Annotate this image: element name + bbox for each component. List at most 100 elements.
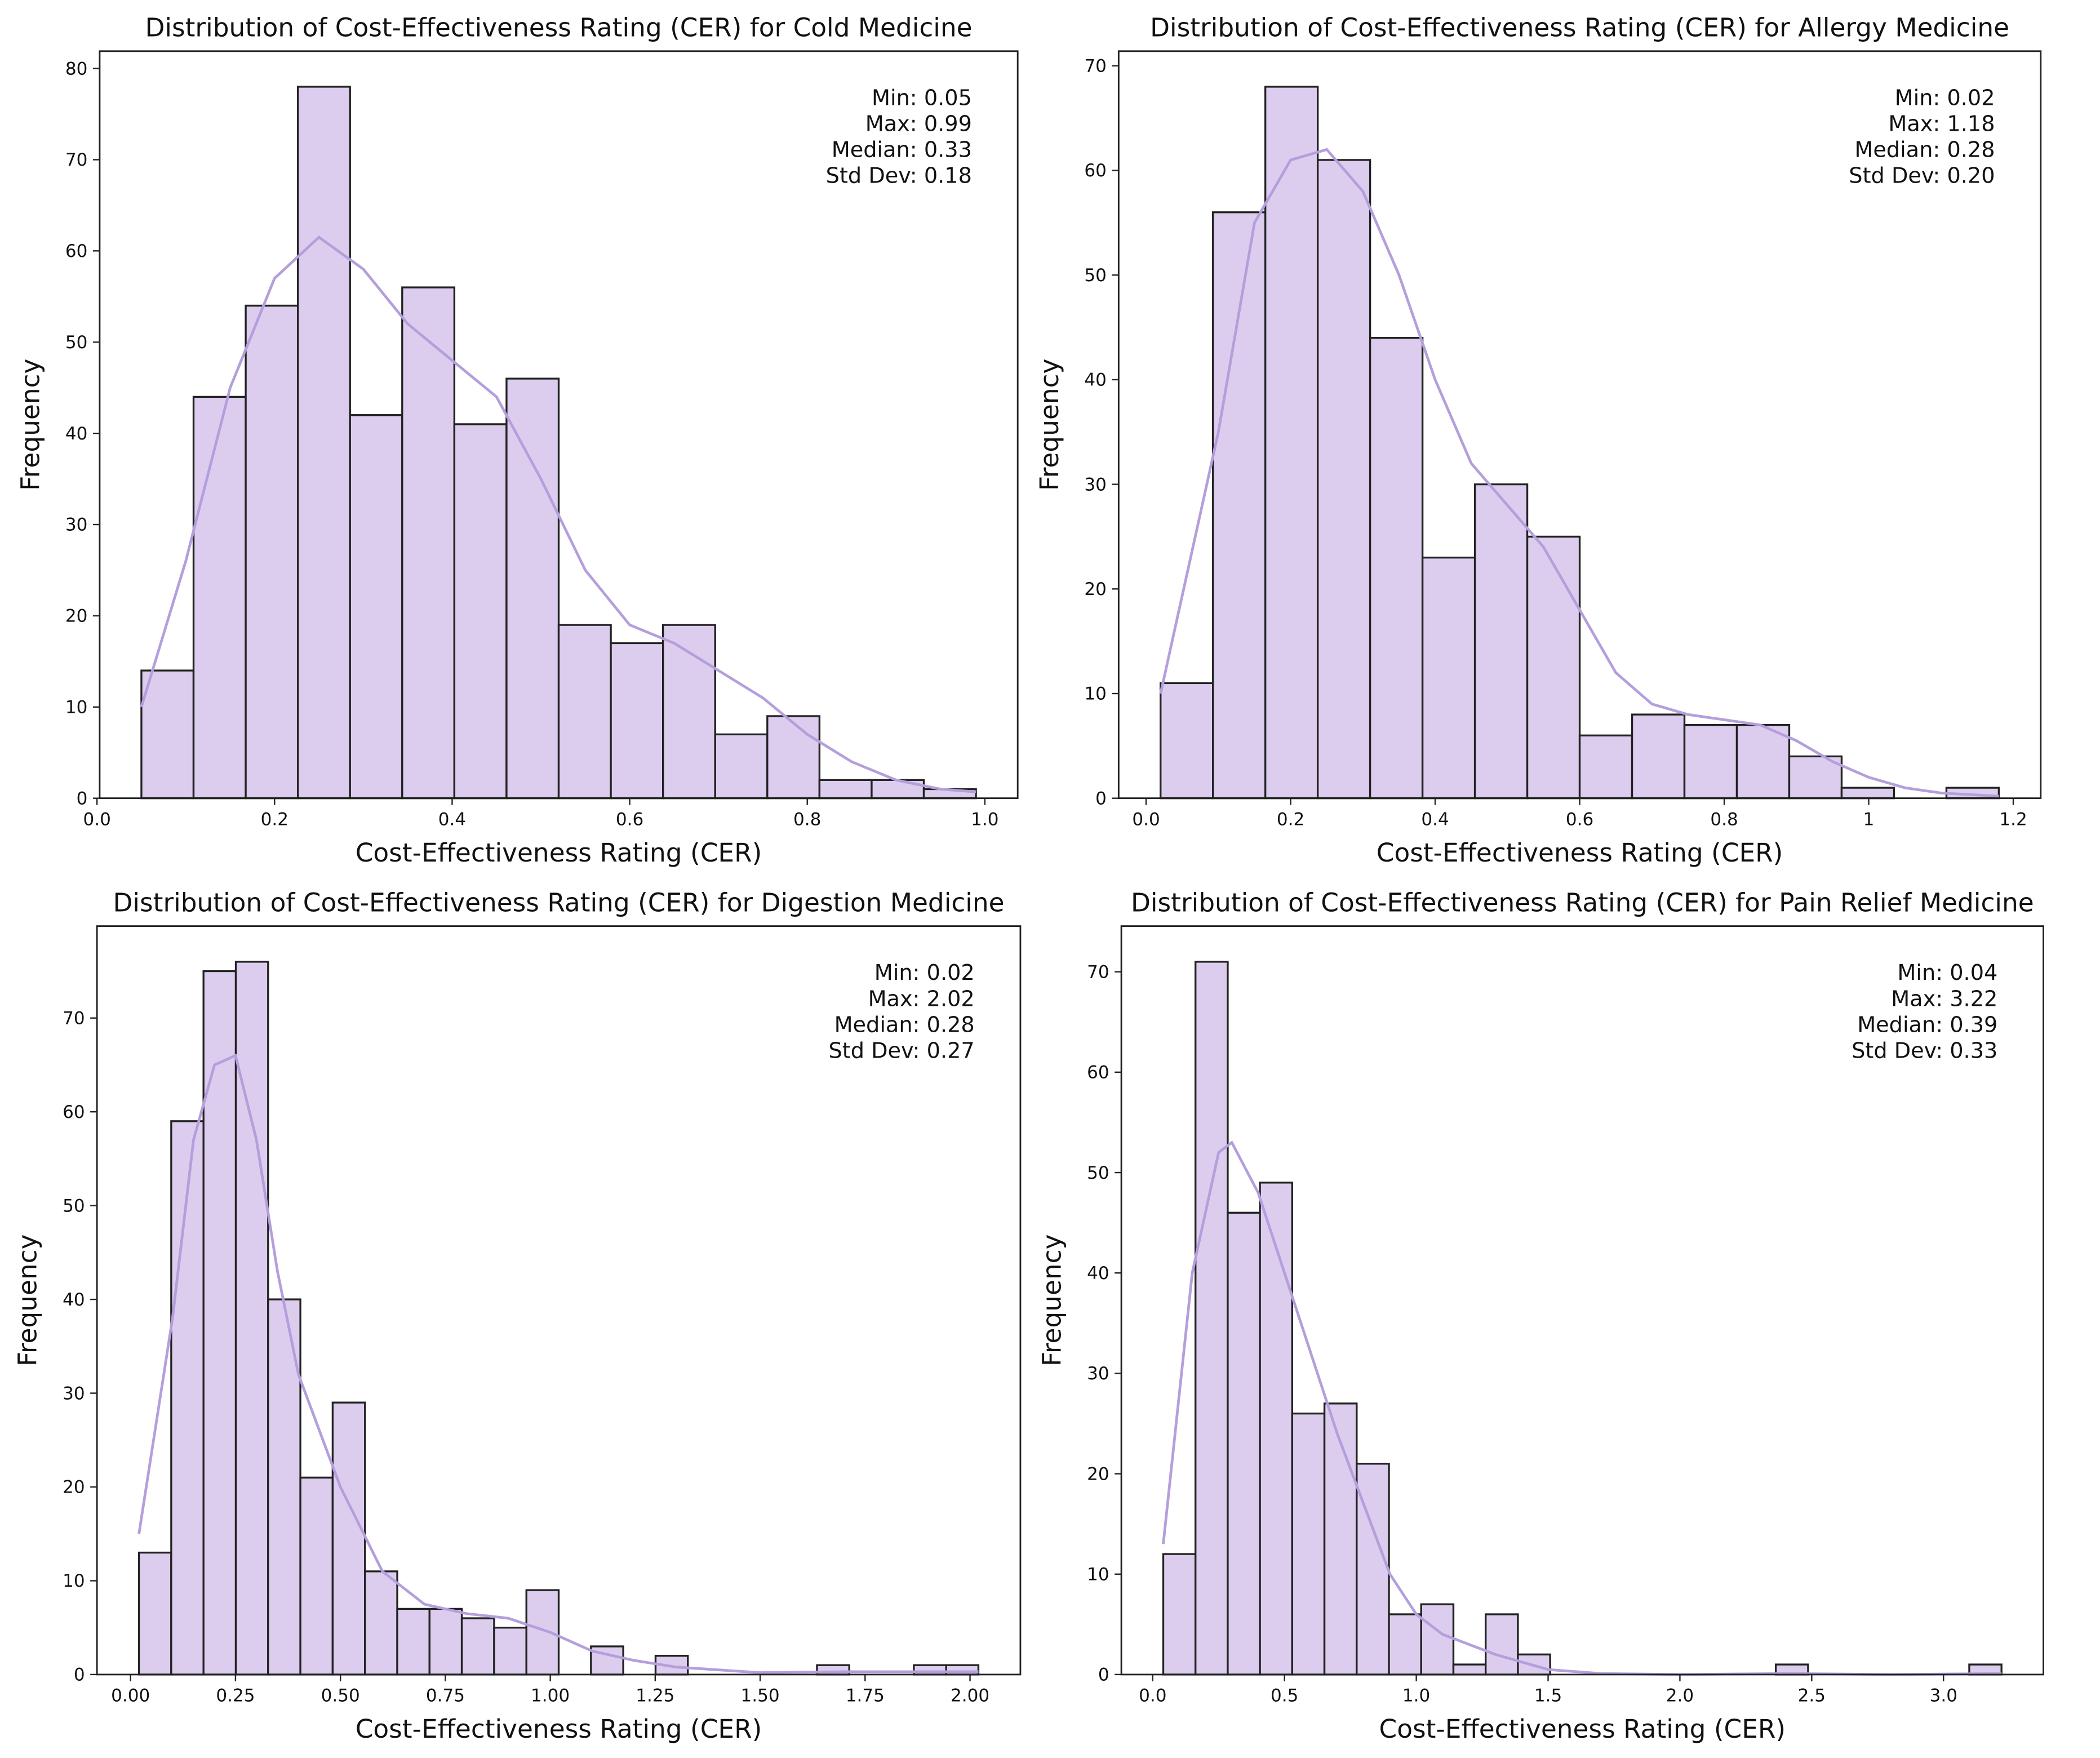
y-tick-label: 50 bbox=[65, 332, 88, 353]
bar bbox=[137, 1551, 172, 1676]
bar bbox=[1473, 483, 1529, 800]
bar bbox=[192, 396, 247, 800]
y-tick-label: 40 bbox=[1087, 1263, 1109, 1284]
y-tick-label: 0 bbox=[77, 788, 88, 809]
stats-annotation: Median: 0.33 bbox=[832, 138, 972, 163]
stats-annotation: Max: 0.99 bbox=[865, 112, 972, 136]
x-tick-label: 0.2 bbox=[1277, 809, 1304, 829]
stats-annotation: Median: 0.39 bbox=[1857, 1013, 1997, 1037]
y-tick-label: 0 bbox=[74, 1665, 85, 1685]
panel: 0.0 0.2 0.4 0.6 0.8 1.0 0 10 20 30 40 50 60 70 80 Distr… bbox=[15, 13, 1019, 868]
y-axis-label: Frequency bbox=[13, 1235, 43, 1366]
chart-title: Distribution of Cost-Effectiveness Ratin… bbox=[145, 13, 972, 43]
bar bbox=[364, 1570, 398, 1676]
bar bbox=[1683, 724, 1738, 800]
y-tick-label: 20 bbox=[1087, 1464, 1109, 1484]
bar bbox=[299, 1476, 334, 1676]
x-tick-label: 0.25 bbox=[216, 1686, 255, 1706]
x-tick-label: 1.00 bbox=[531, 1686, 570, 1706]
y-tick-label: 40 bbox=[1084, 370, 1107, 390]
x-axis-label: Cost-Effectiveness Rating (CER) bbox=[356, 838, 762, 868]
bar bbox=[945, 1664, 980, 1676]
stats-annotation: Max: 2.02 bbox=[868, 987, 975, 1011]
bar bbox=[818, 779, 873, 800]
bar bbox=[460, 1617, 495, 1676]
stats-annotation: Std Dev: 0.18 bbox=[826, 164, 972, 189]
bar bbox=[1420, 1603, 1455, 1676]
bar bbox=[1526, 535, 1581, 800]
bar bbox=[1840, 787, 1895, 800]
y-tick-label: 10 bbox=[65, 698, 88, 718]
x-tick-label: 0.50 bbox=[321, 1686, 360, 1706]
x-tick-label: 1 bbox=[1863, 809, 1875, 829]
bar bbox=[1264, 86, 1319, 800]
bar bbox=[1369, 336, 1424, 800]
x-tick-label: 1.0 bbox=[1402, 1686, 1430, 1706]
y-tick-label: 30 bbox=[1087, 1364, 1109, 1384]
bar bbox=[1316, 159, 1371, 800]
bar bbox=[1485, 1613, 1519, 1676]
stats-annotation: Min: 0.02 bbox=[1895, 86, 1995, 110]
x-tick-label: 1.75 bbox=[846, 1686, 885, 1706]
stats-annotation: Max: 1.18 bbox=[1888, 112, 1995, 136]
y-tick-label: 20 bbox=[1084, 579, 1107, 600]
y-tick-label: 60 bbox=[63, 1102, 85, 1122]
x-tick-label: 0.6 bbox=[1566, 809, 1593, 829]
y-axis-label: Frequency bbox=[15, 359, 45, 491]
x-axis-label: Cost-Effectiveness Rating (CER) bbox=[1379, 1714, 1786, 1744]
bar bbox=[913, 1664, 947, 1676]
panel: 0.0 0.2 0.4 0.6 0.8 1 1.2 0 10 20 30 40 50 60 70 Distri… bbox=[1035, 13, 2042, 868]
bar bbox=[1195, 961, 1229, 1676]
y-tick-label: 70 bbox=[63, 1008, 85, 1028]
bar bbox=[396, 1608, 430, 1676]
y-tick-label: 20 bbox=[65, 606, 88, 627]
plot-frame bbox=[1120, 925, 2044, 1676]
bar bbox=[610, 642, 664, 800]
chart-title: Distribution of Cost-Effectiveness Ratin… bbox=[113, 887, 1004, 917]
x-tick-label: 0.2 bbox=[261, 809, 288, 829]
x-tick-label: 0.8 bbox=[793, 809, 821, 829]
bar bbox=[1291, 1412, 1326, 1676]
x-tick-label: 2.5 bbox=[1798, 1686, 1826, 1706]
y-tick-label: 80 bbox=[65, 59, 88, 79]
bar bbox=[140, 669, 195, 800]
x-tick-label: 0.0 bbox=[1139, 1686, 1166, 1706]
y-tick-label: 50 bbox=[1084, 265, 1107, 286]
y-tick-label: 70 bbox=[65, 150, 88, 170]
y-tick-label: 30 bbox=[1084, 474, 1107, 495]
y-tick-label: 0 bbox=[1098, 1665, 1109, 1685]
bar bbox=[714, 733, 769, 800]
bar bbox=[1323, 1402, 1358, 1676]
x-tick-label: 0.5 bbox=[1271, 1686, 1298, 1706]
y-tick-label: 10 bbox=[1084, 684, 1107, 704]
y-tick-label: 30 bbox=[65, 515, 88, 535]
kde-line bbox=[1159, 148, 1999, 798]
stats-annotation: Median: 0.28 bbox=[834, 1013, 975, 1037]
y-tick-label: 70 bbox=[1087, 962, 1109, 982]
stats-annotation: Max: 3.22 bbox=[1891, 987, 1997, 1011]
x-axis-label: Cost-Effectiveness Rating (CER) bbox=[1377, 838, 1783, 868]
x-tick-label: 0.4 bbox=[1421, 809, 1449, 829]
stats-annotation: Min: 0.04 bbox=[1897, 961, 1997, 985]
bar bbox=[505, 378, 560, 800]
x-tick-label: 0.4 bbox=[438, 809, 466, 829]
bar bbox=[557, 624, 612, 800]
bar bbox=[296, 86, 351, 800]
bar bbox=[1788, 755, 1843, 800]
x-tick-label: 0.75 bbox=[426, 1686, 465, 1706]
x-tick-label: 2.00 bbox=[951, 1686, 989, 1706]
y-tick-label: 20 bbox=[63, 1477, 85, 1498]
y-tick-label: 60 bbox=[1084, 161, 1107, 181]
y-tick-label: 0 bbox=[1095, 788, 1107, 809]
bar bbox=[1421, 556, 1476, 800]
y-tick-label: 60 bbox=[1087, 1063, 1109, 1083]
stats-annotation: Std Dev: 0.33 bbox=[1852, 1038, 1997, 1063]
bar bbox=[349, 414, 403, 800]
x-tick-label: 1.5 bbox=[1534, 1686, 1562, 1706]
bar bbox=[1631, 713, 1686, 800]
y-tick-label: 40 bbox=[65, 424, 88, 444]
y-axis-label: Frequency bbox=[1035, 359, 1064, 491]
bar bbox=[170, 1120, 205, 1676]
